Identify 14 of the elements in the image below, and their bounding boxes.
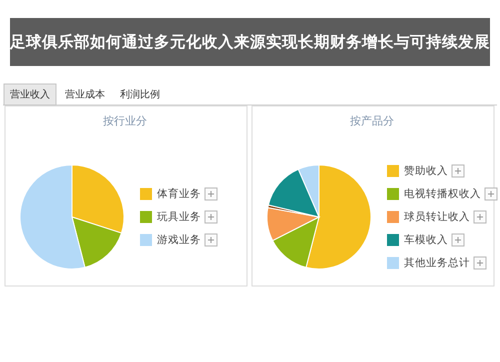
text: 足球俱乐部如何通过多元化收入来源实现长期财务增长与可持续发展 xyxy=(9,33,490,51)
chart-title: 按行业分 xyxy=(103,114,147,128)
legend-label: 球员转让收入 xyxy=(404,210,470,223)
text: 按产品分 xyxy=(350,114,394,128)
text: 营业成本 xyxy=(65,88,105,100)
legend-label: 游戏业务 xyxy=(157,233,201,246)
text: 利润比例 xyxy=(120,88,160,100)
text: 营业收入 xyxy=(10,88,50,100)
legend-label: 车模收入 xyxy=(404,233,448,246)
legend-label: 电视转播权收入 xyxy=(404,187,481,200)
legend-label: 其他业务总计 xyxy=(404,256,470,269)
legend-label: 玩具业务 xyxy=(157,210,201,223)
legend-label: 赞助收入 xyxy=(404,164,448,177)
legend-label: 体育业务 xyxy=(157,187,201,200)
